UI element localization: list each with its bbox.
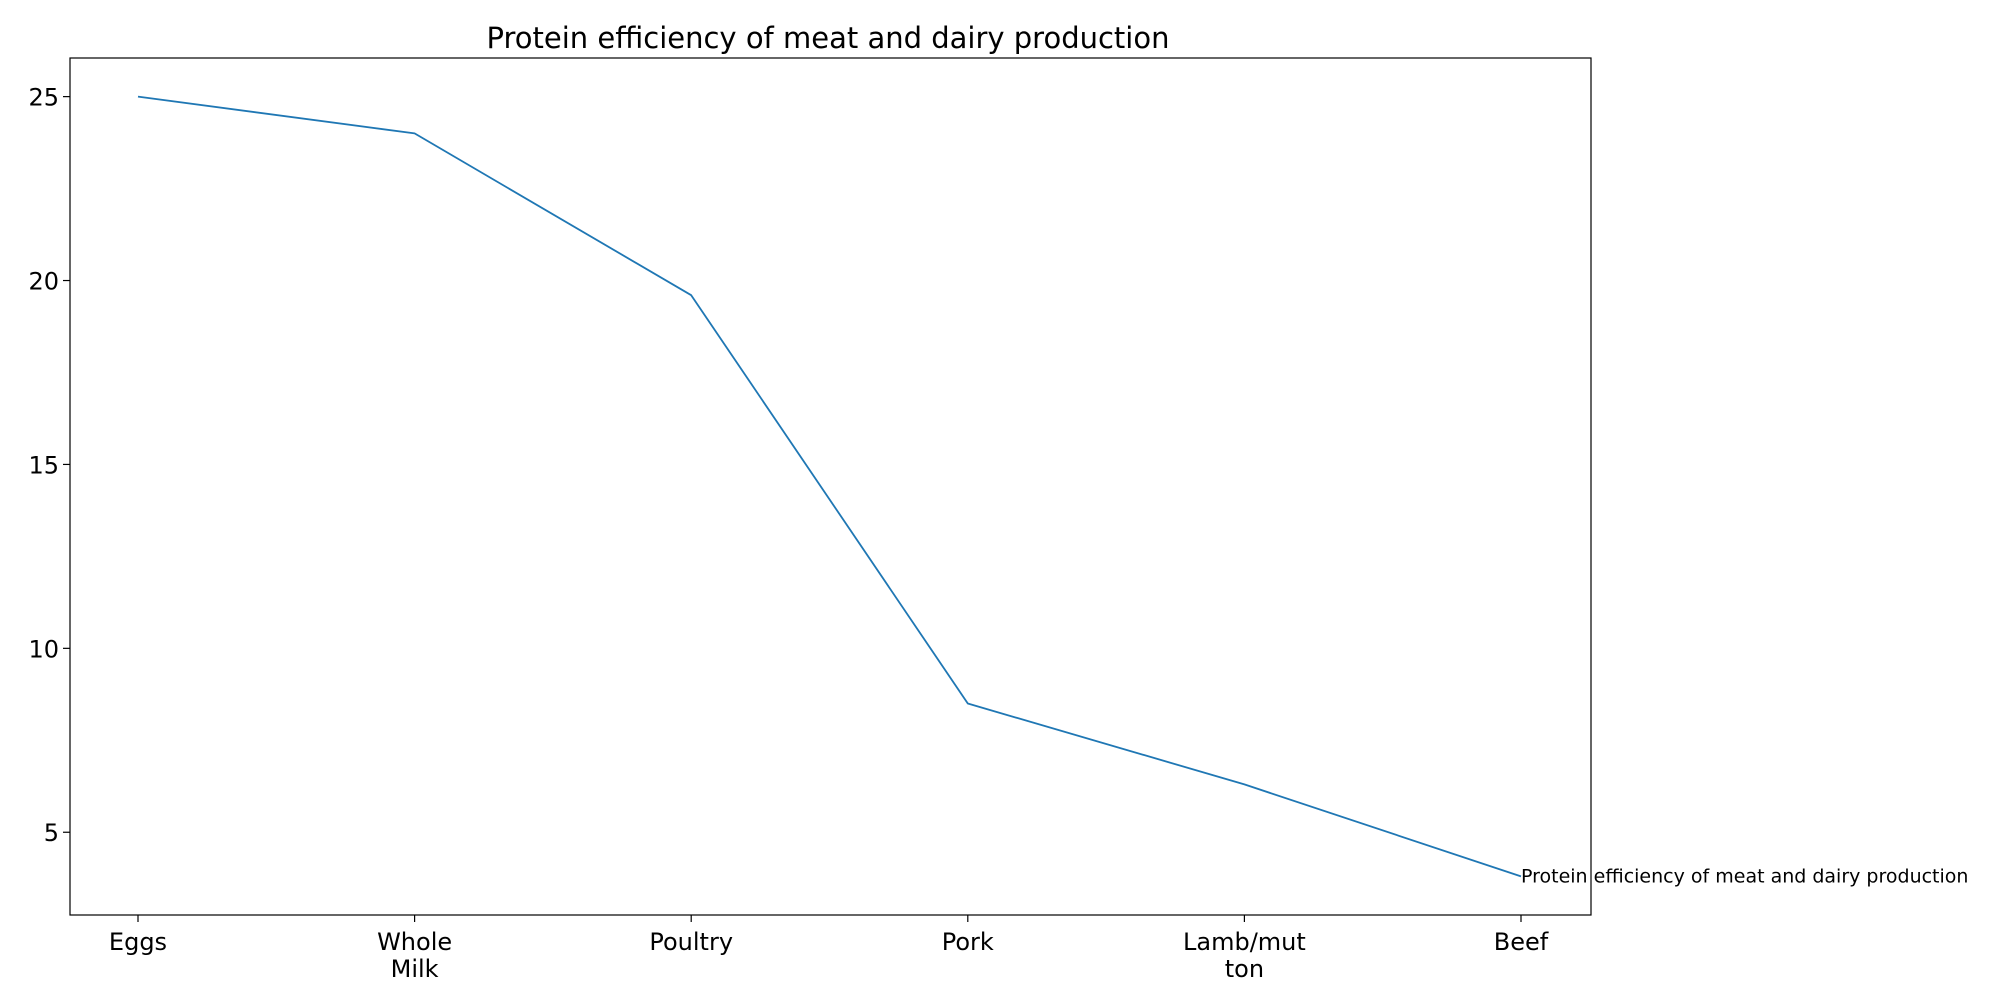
line-end-annotation: Protein efficiency of meat and dairy pro… [1521, 865, 1968, 887]
y-tick-label: 15 [28, 451, 59, 479]
series-line [137, 95, 1522, 878]
x-tick-label: Eggs [109, 928, 167, 956]
y-tick-label: 20 [28, 268, 59, 296]
x-tick-label: Milk [391, 955, 439, 983]
y-tick-label: 5 [44, 819, 59, 847]
x-tick-label: Whole [377, 928, 452, 956]
x-tick-label: Lamb/mut [1183, 928, 1306, 956]
plot-frame [69, 57, 1592, 916]
x-tick-label: Beef [1494, 928, 1549, 956]
y-tick-label: 10 [28, 635, 59, 663]
x-tick-label: Poultry [649, 928, 733, 956]
chart-title: Protein efficiency of meat and dairy pro… [487, 21, 1170, 55]
y-tick-label: 25 [28, 84, 59, 112]
x-tick-label: ton [1225, 955, 1264, 983]
x-tick-label: Pork [942, 928, 994, 956]
